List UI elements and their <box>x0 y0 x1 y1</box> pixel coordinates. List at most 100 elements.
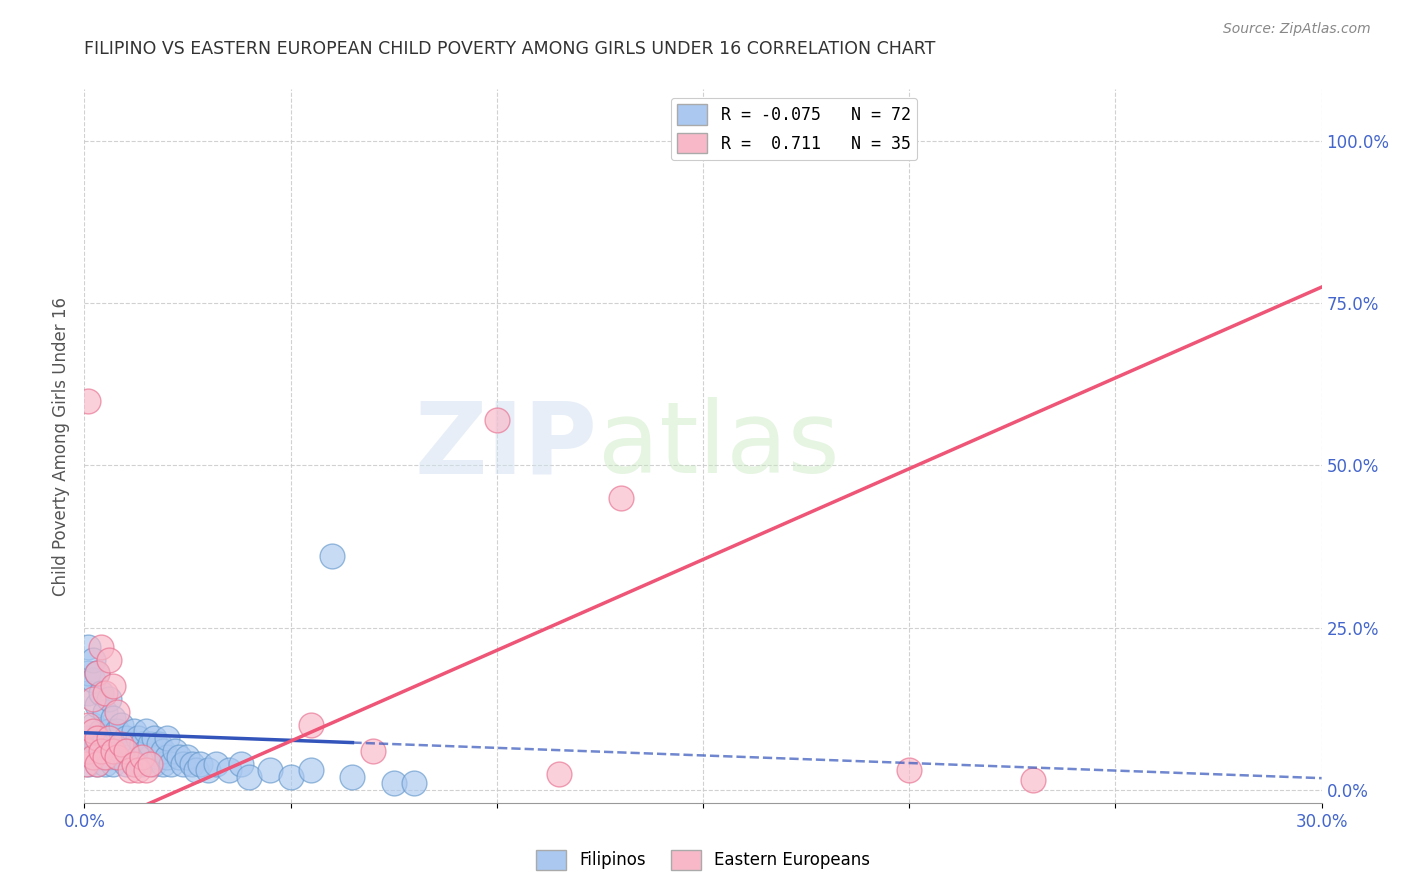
Point <box>131 756 153 771</box>
Point <box>110 738 132 752</box>
Point <box>139 750 162 764</box>
Point <box>75 744 97 758</box>
Point <box>75 756 97 771</box>
Point <box>103 744 125 758</box>
Point <box>280 770 302 784</box>
Point <box>135 724 157 739</box>
Point <box>122 756 145 771</box>
Point <box>90 724 112 739</box>
Point <box>94 756 117 771</box>
Point <box>148 738 170 752</box>
Point <box>86 738 108 752</box>
Point <box>148 750 170 764</box>
Point <box>82 724 104 739</box>
Point <box>103 679 125 693</box>
Y-axis label: Child Poverty Among Girls Under 16: Child Poverty Among Girls Under 16 <box>52 296 70 596</box>
Point <box>321 549 343 564</box>
Legend: Filipinos, Eastern Europeans: Filipinos, Eastern Europeans <box>529 843 877 877</box>
Point <box>103 738 125 752</box>
Point <box>156 750 179 764</box>
Point <box>82 750 104 764</box>
Point <box>118 764 141 778</box>
Point <box>90 744 112 758</box>
Point <box>118 750 141 764</box>
Point <box>77 640 100 654</box>
Point <box>127 764 149 778</box>
Point <box>152 744 174 758</box>
Point <box>139 738 162 752</box>
Point <box>131 750 153 764</box>
Text: atlas: atlas <box>598 398 839 494</box>
Point <box>110 744 132 758</box>
Point <box>127 731 149 745</box>
Point <box>86 666 108 681</box>
Point <box>184 764 207 778</box>
Text: Source: ZipAtlas.com: Source: ZipAtlas.com <box>1223 22 1371 37</box>
Point <box>165 744 187 758</box>
Point <box>143 731 166 745</box>
Point <box>103 711 125 725</box>
Point <box>299 718 322 732</box>
Text: FILIPINO VS EASTERN EUROPEAN CHILD POVERTY AMONG GIRLS UNDER 16 CORRELATION CHAR: FILIPINO VS EASTERN EUROPEAN CHILD POVER… <box>84 40 936 58</box>
Point <box>114 731 136 745</box>
Point <box>131 738 153 752</box>
Point <box>98 692 121 706</box>
Point <box>77 756 100 771</box>
Point <box>135 764 157 778</box>
Point <box>180 756 202 771</box>
Point <box>139 756 162 771</box>
Point <box>197 764 219 778</box>
Point <box>547 766 569 780</box>
Point <box>94 705 117 719</box>
Point <box>152 756 174 771</box>
Point <box>167 750 190 764</box>
Point <box>82 718 104 732</box>
Point <box>82 653 104 667</box>
Point <box>229 756 252 771</box>
Point <box>90 750 112 764</box>
Point <box>90 685 112 699</box>
Point <box>404 776 426 790</box>
Point <box>898 764 921 778</box>
Point <box>77 718 100 732</box>
Point <box>218 764 240 778</box>
Point <box>176 750 198 764</box>
Point <box>105 724 128 739</box>
Point <box>485 413 508 427</box>
Point <box>105 750 128 764</box>
Point <box>172 756 194 771</box>
Point <box>238 770 260 784</box>
Point <box>105 705 128 719</box>
Point <box>122 756 145 771</box>
Point <box>609 491 631 505</box>
Point <box>86 756 108 771</box>
Point <box>77 731 100 745</box>
Point <box>361 744 384 758</box>
Point <box>86 698 108 713</box>
Point <box>98 653 121 667</box>
Point <box>342 770 364 784</box>
Point <box>127 750 149 764</box>
Point <box>160 756 183 771</box>
Point <box>82 673 104 687</box>
Point <box>156 731 179 745</box>
Point <box>77 393 100 408</box>
Point <box>105 750 128 764</box>
Point <box>135 744 157 758</box>
Point <box>382 776 405 790</box>
Point <box>103 756 125 771</box>
Point <box>98 724 121 739</box>
Point <box>114 756 136 771</box>
Point <box>110 718 132 732</box>
Point <box>77 666 100 681</box>
Point <box>90 640 112 654</box>
Point <box>94 685 117 699</box>
Point <box>86 731 108 745</box>
Point <box>114 744 136 758</box>
Point <box>86 756 108 771</box>
Point <box>86 666 108 681</box>
Point <box>122 724 145 739</box>
Point <box>82 692 104 706</box>
Point <box>77 744 100 758</box>
Point <box>118 738 141 752</box>
